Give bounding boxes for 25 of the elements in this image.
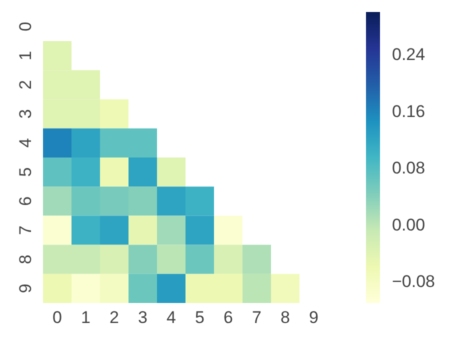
y-tick-label: 1 xyxy=(16,50,35,60)
y-tick-label: 2 xyxy=(16,80,35,90)
x-tick-label: 3 xyxy=(138,308,148,328)
y-tick-label: 8 xyxy=(16,254,35,264)
x-tick-label: 5 xyxy=(195,308,204,328)
y-tick-label: 6 xyxy=(16,196,35,206)
x-tick-label: 9 xyxy=(309,308,318,328)
x-tick-label: 7 xyxy=(252,308,262,328)
x-tick-label: 2 xyxy=(110,308,119,328)
y-tick-label: 9 xyxy=(16,284,35,294)
color-bar-label: 0.00 xyxy=(392,215,426,234)
y-tick-label: 5 xyxy=(16,167,35,177)
color-bar-label: 0.08 xyxy=(392,158,426,178)
y-tick-label: 3 xyxy=(16,109,35,119)
color-bar-label: 0.16 xyxy=(392,102,426,121)
x-tick-label: 0 xyxy=(52,308,62,328)
x-tick-label: 8 xyxy=(280,308,290,328)
color-bar-label: −0.08 xyxy=(392,272,436,292)
x-tick-label: 1 xyxy=(81,308,90,328)
color-bar-label: 0.24 xyxy=(392,45,426,64)
y-tick-label: 0 xyxy=(16,22,35,32)
y-tick-label: 7 xyxy=(16,226,35,235)
x-tick-label: 4 xyxy=(166,308,176,328)
x-tick-label: 6 xyxy=(224,308,233,328)
y-tick-label: 4 xyxy=(16,138,35,148)
